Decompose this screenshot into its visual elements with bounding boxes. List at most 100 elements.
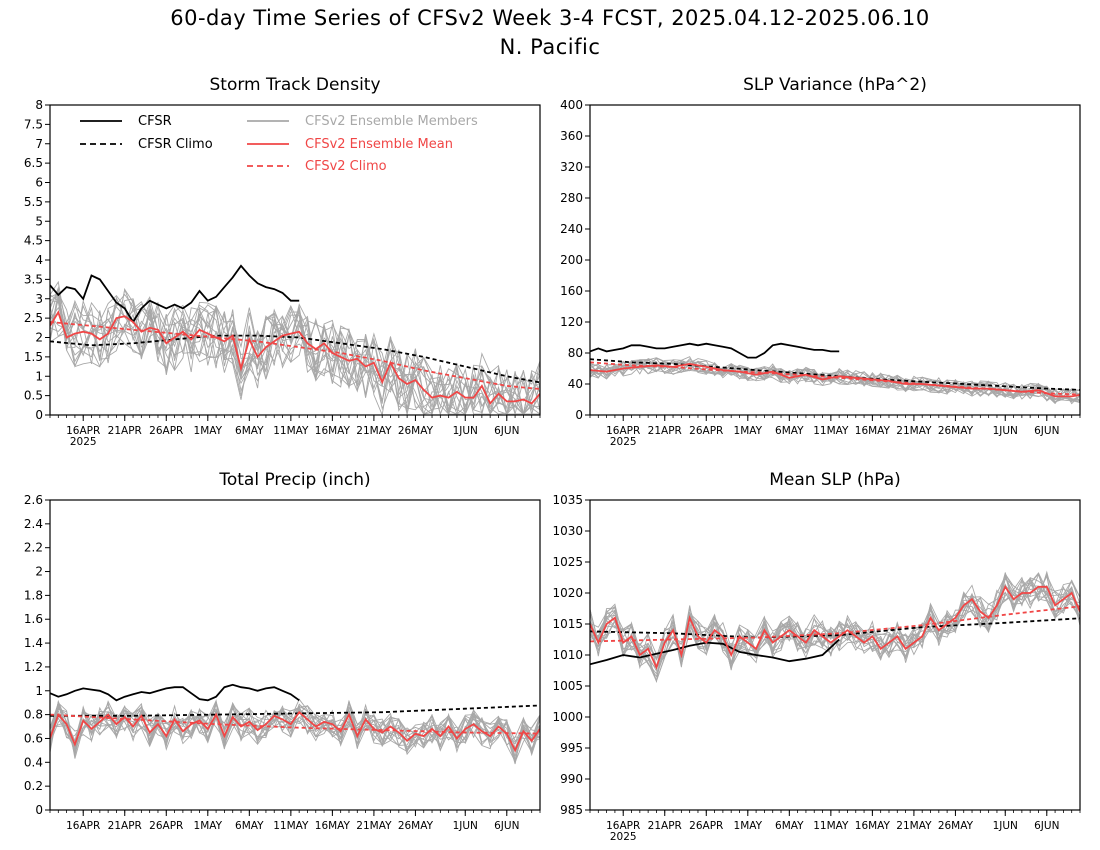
ensemble-member-line bbox=[590, 363, 1080, 403]
x-tick-label: 21MAY bbox=[896, 820, 932, 832]
y-tick-label: 4 bbox=[35, 253, 43, 267]
x-tick-label: 26APR bbox=[689, 820, 723, 832]
y-tick-label: 280 bbox=[560, 191, 583, 205]
y-tick-label: 40 bbox=[568, 377, 583, 391]
x-tick-label: 6JUN bbox=[494, 820, 519, 832]
y-tick-label: 1 bbox=[35, 684, 43, 698]
y-tick-label: 0.5 bbox=[24, 389, 43, 403]
panel-title-storm-track: Storm Track Density bbox=[209, 75, 381, 95]
ensemble-member-line bbox=[590, 573, 1080, 668]
x-tick-label: 21MAY bbox=[356, 425, 392, 437]
x-tick-label: 1JUN bbox=[993, 820, 1018, 832]
ensemble-member-line bbox=[590, 363, 1080, 399]
x-tick-label: 21APR bbox=[108, 425, 142, 437]
series-cfsr bbox=[50, 264, 300, 324]
x-tick-label: 16APR bbox=[606, 820, 640, 832]
x-tick-label: 16MAY bbox=[315, 425, 351, 437]
series-cfsv2-ensemble-mean bbox=[590, 584, 1080, 670]
ensemble-member-line bbox=[50, 700, 540, 763]
x-tick-label: 6MAY bbox=[775, 425, 804, 437]
y-tick-label: 1015 bbox=[552, 617, 583, 631]
y-tick-label: 8 bbox=[35, 98, 43, 112]
ensemble-member-line bbox=[50, 290, 540, 415]
y-tick-label: 0.2 bbox=[24, 779, 43, 793]
ensemble-member-line bbox=[50, 280, 540, 415]
series-cfsr-climo bbox=[50, 704, 540, 717]
series-cfsv2-climo bbox=[590, 361, 1080, 396]
panel-title-mean-slp: Mean SLP (hPa) bbox=[769, 470, 901, 490]
x-tick-label: 16MAY bbox=[315, 820, 351, 832]
y-tick-label: 3.5 bbox=[24, 272, 43, 286]
x-tick-label: 11MAY bbox=[273, 425, 309, 437]
y-tick-label: 2 bbox=[35, 331, 43, 345]
x-tick-label: 26MAY bbox=[938, 425, 974, 437]
y-tick-label: 320 bbox=[560, 160, 583, 174]
y-tick-label: 0.6 bbox=[24, 731, 43, 745]
y-tick-label: 160 bbox=[560, 284, 583, 298]
x-tick-label: 6JUN bbox=[1034, 820, 1059, 832]
y-tick-label: 0.8 bbox=[24, 708, 43, 722]
y-tick-label: 240 bbox=[560, 222, 583, 236]
y-tick-label: 5.5 bbox=[24, 195, 43, 209]
y-tick-label: 1.6 bbox=[24, 612, 43, 626]
x-tick-label: 26APR bbox=[149, 425, 183, 437]
x-tick-label: 1JUN bbox=[453, 820, 478, 832]
series-cfsr-climo bbox=[590, 358, 1080, 391]
panel-0: 0 0.5 1 1.5 2 2.5 3 3.5 4 4.5 5 5.5 6 6.5 7 7.5 8 16APR 21… bbox=[24, 98, 541, 448]
x-tick-label: 1JUN bbox=[993, 425, 1018, 437]
x-tick-label: 21APR bbox=[648, 425, 682, 437]
y-tick-label: 1005 bbox=[552, 679, 583, 693]
y-tick-label: 7 bbox=[35, 137, 43, 151]
x-tick-label: 6JUN bbox=[1034, 425, 1059, 437]
panel-3: 985 990 995 1000 1005 1010 1015 1020 1025 1030 103… bbox=[552, 493, 1081, 843]
x-year-label: 2025 bbox=[610, 831, 637, 843]
x-tick-label: 16APR bbox=[66, 820, 100, 832]
series-cfsv2-climo bbox=[590, 605, 1080, 643]
plot-area bbox=[590, 570, 1080, 684]
y-tick-label: 200 bbox=[560, 253, 583, 267]
figure-title-line2: N. Pacific bbox=[499, 35, 601, 59]
y-tick-label: 2.5 bbox=[24, 311, 43, 325]
x-tick-label: 1MAY bbox=[734, 820, 763, 832]
y-tick-label: 1035 bbox=[552, 493, 583, 507]
y-tick-label: 2.6 bbox=[24, 493, 43, 507]
y-tick-label: 4.5 bbox=[24, 234, 43, 248]
plot-area bbox=[50, 683, 540, 765]
y-tick-label: 1025 bbox=[552, 555, 583, 569]
y-tick-label: 6.5 bbox=[24, 156, 43, 170]
series-cfsv2-climo bbox=[50, 713, 540, 735]
x-tick-label: 6MAY bbox=[775, 820, 804, 832]
series-cfsr bbox=[50, 683, 300, 702]
legend-cfsr-label: CFSR bbox=[138, 114, 172, 129]
panel-1: 0 40 80 120 160 200 240 280 320 360 400 16APR 21APR 2… bbox=[560, 98, 1081, 448]
x-tick-label: 16MAY bbox=[855, 820, 891, 832]
y-tick-label: 985 bbox=[560, 803, 583, 817]
series-cfsr bbox=[590, 342, 840, 359]
figure-title-line1: 60-day Time Series of CFSv2 Week 3-4 FCS… bbox=[170, 6, 930, 30]
x-tick-label: 26APR bbox=[689, 425, 723, 437]
series-cfsr-climo bbox=[590, 617, 1080, 639]
series-cfsr bbox=[590, 638, 840, 666]
x-tick-label: 21MAY bbox=[896, 425, 932, 437]
ensemble-member-line bbox=[50, 294, 540, 415]
y-tick-label: 2.4 bbox=[24, 517, 43, 531]
y-tick-label: 6 bbox=[35, 176, 43, 190]
plot-frame bbox=[49, 499, 541, 811]
y-tick-label: 5 bbox=[35, 214, 43, 228]
plot-area bbox=[50, 264, 540, 415]
ensemble-member-line bbox=[590, 578, 1080, 675]
plot-area bbox=[590, 342, 1080, 405]
y-tick-label: 0.4 bbox=[24, 755, 43, 769]
x-tick-label: 1MAY bbox=[734, 425, 763, 437]
x-tick-label: 1MAY bbox=[194, 820, 223, 832]
y-tick-label: 990 bbox=[560, 772, 583, 786]
series-cfsv2-ensemble-mean bbox=[50, 310, 540, 406]
x-tick-label: 21APR bbox=[648, 820, 682, 832]
legend-cfsr-climo-label: CFSR Climo bbox=[138, 137, 213, 152]
y-tick-label: 80 bbox=[568, 346, 583, 360]
x-tick-label: 16MAY bbox=[855, 425, 891, 437]
y-tick-label: 0 bbox=[35, 408, 43, 422]
x-tick-label: 1JUN bbox=[453, 425, 478, 437]
y-tick-label: 1010 bbox=[552, 648, 583, 662]
ensemble-member-line bbox=[590, 577, 1080, 665]
